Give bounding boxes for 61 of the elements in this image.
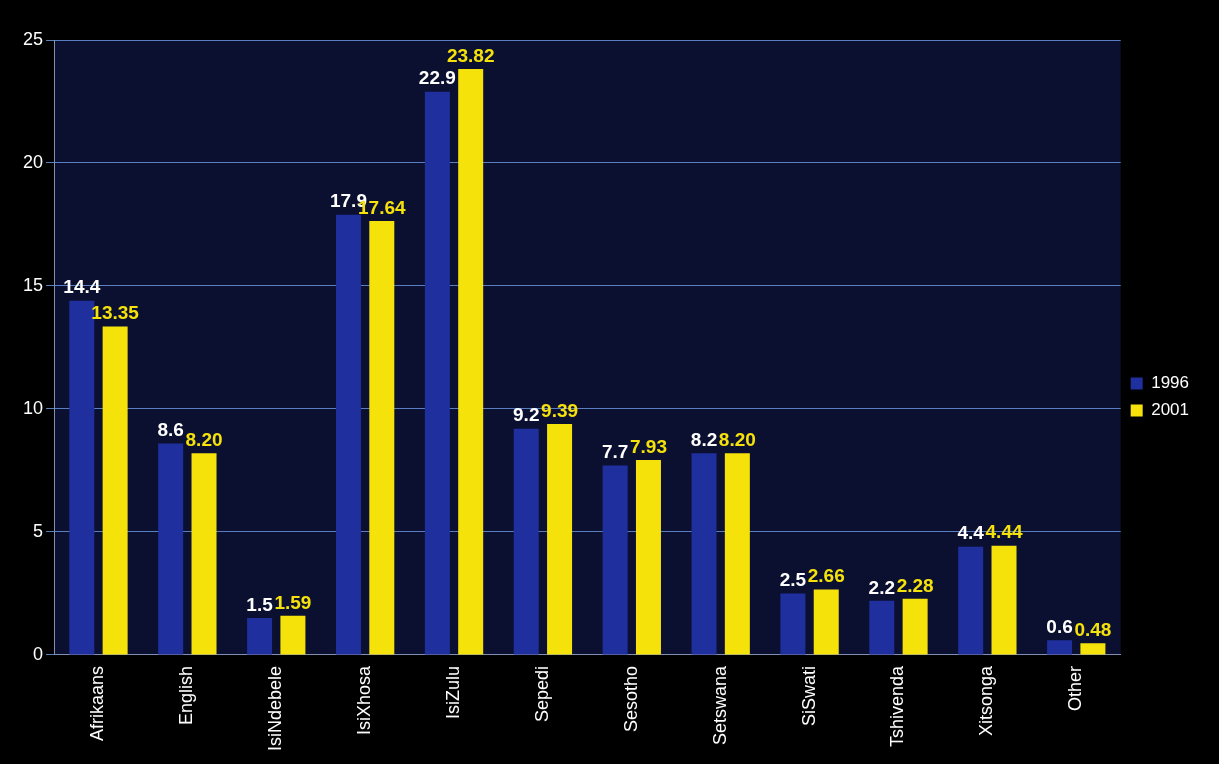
- data-label: 2.28: [896, 574, 934, 596]
- data-label: 2.66: [807, 565, 845, 587]
- bar: [1047, 640, 1073, 655]
- bar: [458, 69, 484, 655]
- bar: [691, 453, 717, 655]
- y-tick-label: 25: [22, 28, 44, 49]
- bar: [280, 615, 306, 655]
- bar: [724, 453, 750, 655]
- y-tick-label: 10: [22, 397, 44, 418]
- data-label: 22.9: [418, 67, 456, 89]
- data-label: 2.5: [779, 569, 807, 591]
- bar: [247, 618, 273, 655]
- x-tick-label: Sepedi: [531, 665, 552, 723]
- data-label: 1.59: [274, 591, 312, 613]
- bar: [335, 214, 361, 655]
- bar: [158, 443, 184, 655]
- x-tick-label: Sesotho: [620, 665, 641, 733]
- data-label: 7.93: [629, 435, 667, 457]
- x-tick-label: IsiZulu: [442, 665, 463, 719]
- data-label: 8.20: [185, 428, 223, 450]
- x-tick-label: Other: [1065, 665, 1086, 711]
- x-tick-label: IsiNdebele: [265, 665, 286, 752]
- x-tick-label: IsiXhosa: [354, 664, 375, 735]
- legend-label: 2001: [1151, 400, 1190, 420]
- y-tick-label: 20: [22, 151, 44, 172]
- y-tick-label: 5: [33, 520, 44, 541]
- bar: [369, 221, 395, 655]
- bar: [424, 91, 450, 655]
- y-tick-label: 0: [33, 643, 44, 664]
- data-label: 1.5: [246, 593, 274, 615]
- data-label: 13.35: [91, 302, 140, 324]
- data-label: 2.2: [868, 576, 896, 598]
- y-tick-label: 15: [22, 274, 44, 295]
- data-label: 0.6: [1046, 615, 1073, 637]
- bar: [602, 465, 628, 655]
- bar: [635, 459, 661, 655]
- bar: [780, 593, 806, 655]
- x-tick-label: Setswana: [709, 664, 730, 746]
- x-tick-label: SiSwati: [798, 665, 819, 726]
- bar: [958, 546, 984, 655]
- data-label: 8.2: [690, 428, 718, 450]
- data-label: 9.2: [513, 404, 540, 426]
- x-tick-label: Afrikaans: [87, 665, 108, 741]
- bar: [991, 545, 1017, 655]
- x-tick-label: Xitsonga: [976, 664, 997, 737]
- data-label: 7.7: [601, 441, 629, 463]
- bar: [191, 453, 217, 655]
- data-label: 8.6: [157, 419, 184, 441]
- bar: [869, 600, 895, 655]
- data-label: 0.48: [1074, 618, 1112, 640]
- x-tick-label: Tshivenda: [887, 664, 908, 748]
- data-label: 23.82: [446, 44, 495, 66]
- x-tick-label: English: [176, 665, 197, 725]
- bar: [513, 428, 539, 655]
- bar: [813, 589, 839, 655]
- legend-label: 1996: [1151, 373, 1190, 393]
- bar: [547, 423, 573, 655]
- bar: [902, 598, 928, 655]
- bar: [102, 326, 128, 655]
- bar: [1080, 643, 1106, 655]
- data-label: 8.20: [718, 428, 756, 450]
